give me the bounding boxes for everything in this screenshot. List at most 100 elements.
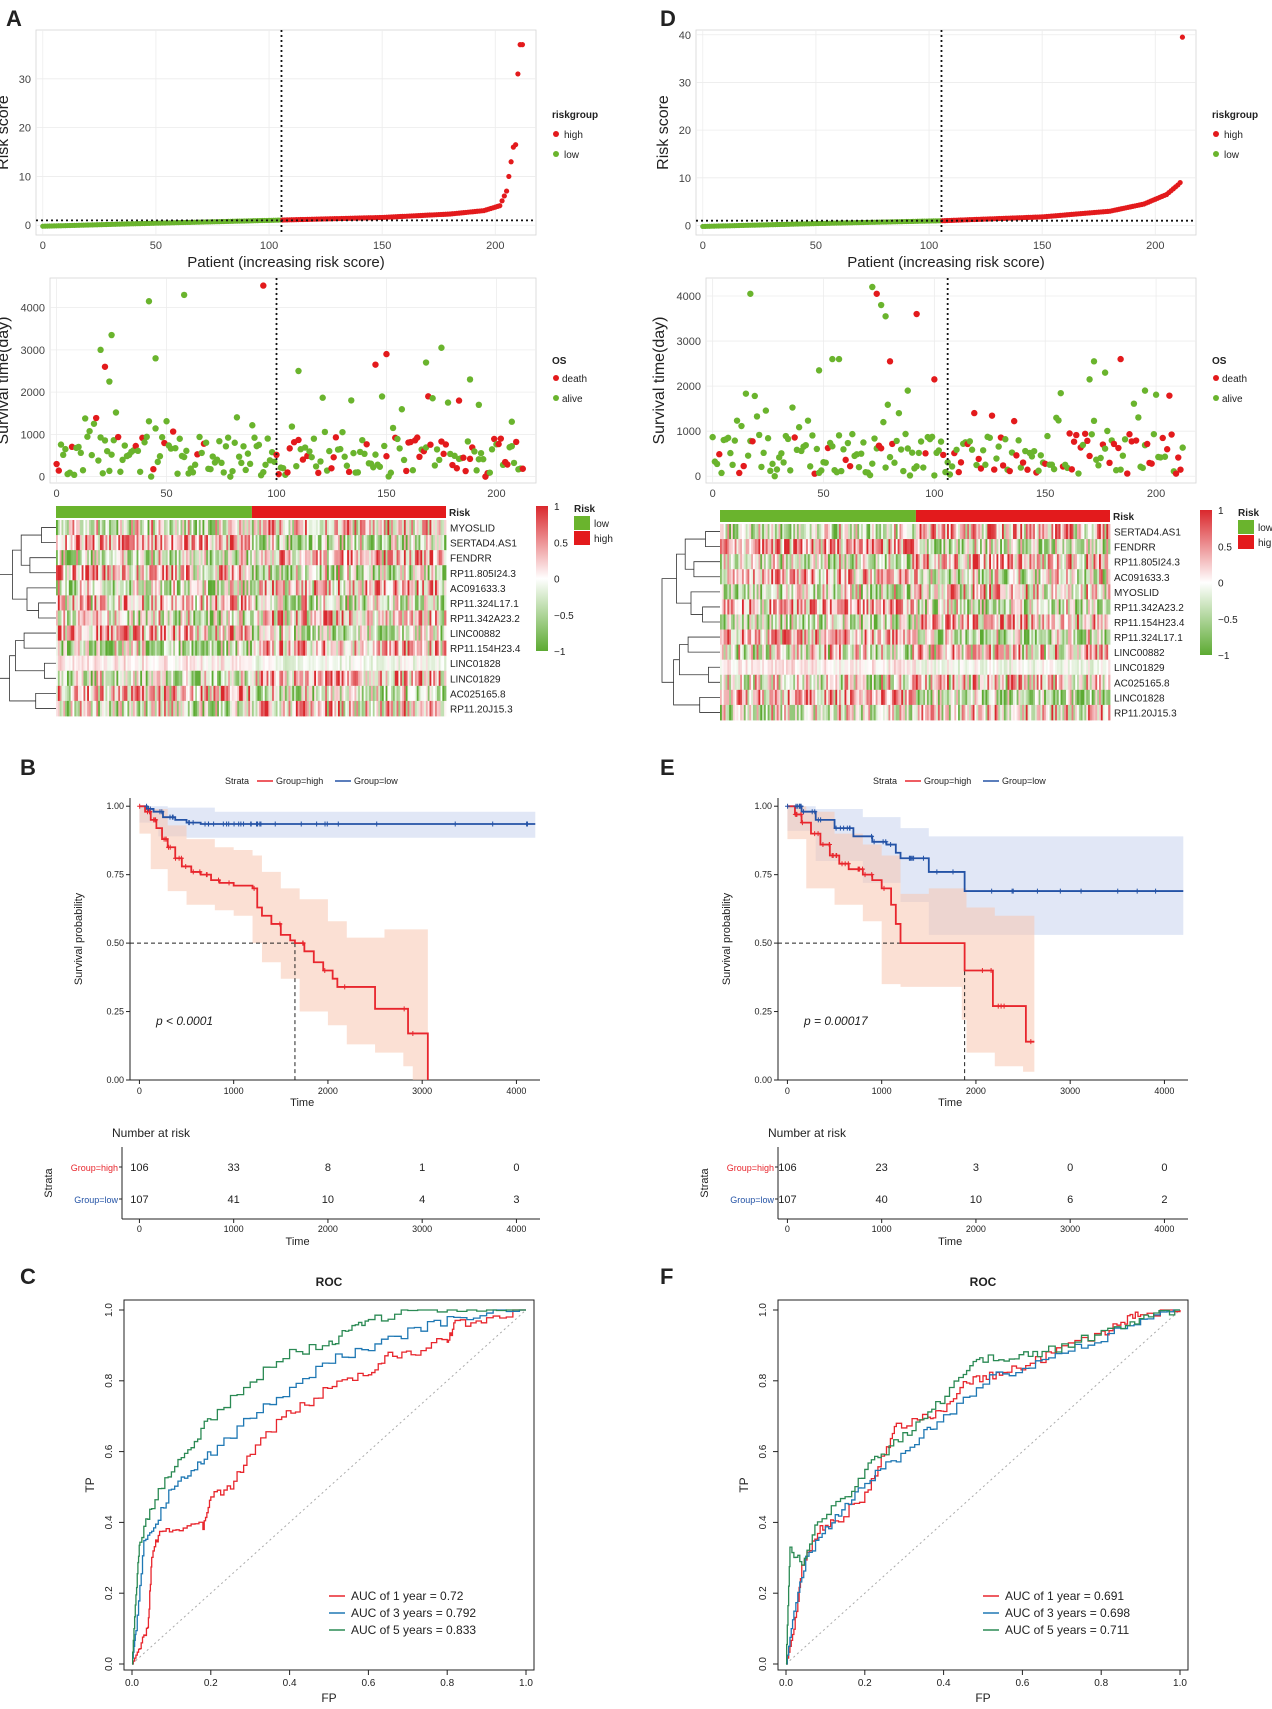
A-heatmap-cell (376, 685, 379, 702)
A-heatmap-cell (369, 625, 372, 642)
A-heatmap-cell (336, 685, 339, 702)
A-heatmap-cell (416, 535, 419, 551)
A-heatmap-cell (83, 565, 86, 581)
A-heatmap-cell (160, 685, 163, 702)
D-heatmap-cell (948, 524, 952, 540)
A-heatmap-cell (217, 595, 220, 611)
A-heatmap-cell (200, 565, 203, 581)
D-heatmap-cell (923, 584, 926, 600)
D-heatmap-cell (1100, 569, 1104, 585)
D-heatmap-cell (873, 599, 877, 615)
panel-letter-c: C (20, 1264, 36, 1289)
A-heatmap-cell (387, 610, 390, 626)
A-heatmap-cell (99, 550, 103, 566)
D-heatmap-cell (743, 569, 747, 585)
A-heatmap-cell (160, 535, 163, 551)
D-heatmap-cell (980, 539, 983, 555)
A-heatmap-cell (68, 655, 72, 672)
D-heatmap-cell (1091, 524, 1094, 540)
D-heatmap-cell (890, 539, 893, 555)
D-heatmap-cell (762, 524, 765, 540)
A-heatmap-cell (175, 580, 178, 596)
A-heatmap-cell (151, 685, 154, 702)
D-heatmap-cell (736, 569, 739, 585)
A-heatmap-cell (354, 535, 357, 551)
D-heatmap-cell (795, 599, 798, 615)
A-heatmap-cell (292, 520, 295, 536)
D-heatmap-cell (1012, 554, 1016, 570)
A-heatmap-cell (422, 565, 425, 581)
A-heatmap-cell (378, 640, 381, 657)
D-heatmap-cell (892, 599, 895, 615)
A-heatmap-cell (99, 520, 103, 536)
D-heatmap-cell (961, 554, 964, 570)
D-heatmap-cell (800, 524, 803, 540)
D-heatmap-cell (970, 539, 974, 555)
A-heatmap-cell (281, 670, 284, 687)
A-heatmap-cell (173, 670, 176, 687)
A-heatmap-cell (272, 625, 275, 642)
A-heatmap-cell (59, 580, 62, 596)
A-heatmap-cell (220, 565, 224, 581)
A-heatmap-cell (125, 685, 128, 702)
D-surv-ylabel: Survival time(day) (651, 316, 668, 444)
A-risk-xlabel: Patient (increasing risk score) (187, 254, 385, 271)
D-heatmap-cell (925, 569, 928, 585)
A-heatmap-cell (281, 640, 284, 657)
A-heatmap-cell (224, 520, 227, 536)
A-heatmap-cell (396, 640, 399, 657)
A-heatmap-cell (257, 565, 260, 581)
D-heatmap-cell (723, 539, 726, 555)
A-heatmap-cell (229, 580, 233, 596)
A-heatmap-cell (328, 640, 332, 657)
A-heatmap-cell (160, 550, 163, 566)
A-alive-point (90, 420, 98, 427)
D-heatmap-cell (738, 554, 741, 570)
A-heatmap-cell (259, 580, 262, 596)
D-heatmap-cell (1022, 539, 1025, 555)
D-heatmap-cell (1034, 569, 1038, 585)
A-heatmap-cell (57, 655, 61, 672)
D-heatmap-cell (839, 554, 842, 570)
A-heatmap-cell (218, 595, 222, 611)
A-heatmap-cell (204, 580, 207, 596)
D-heatmap-cell (1045, 569, 1049, 585)
A-heatmap-cell (187, 520, 191, 536)
A-heatmap-cell (261, 625, 264, 642)
A-color-scale-tick: 1 (554, 502, 560, 513)
D-heatmap-cell (782, 539, 785, 555)
A-heatmap-cell (158, 640, 161, 657)
D-heatmap-cell (752, 554, 756, 570)
A-heatmap-cell (316, 565, 319, 581)
A-heatmap-cell (176, 610, 180, 626)
A-heatmap-cell (132, 685, 136, 702)
A-gene-label: AC091633.3 (450, 584, 506, 595)
D-alive-point (908, 449, 916, 456)
A-heatmap-cell (297, 685, 300, 702)
A-heatmap-cell (442, 565, 445, 581)
D-heatmap-cell (892, 539, 895, 555)
A-death-point (495, 440, 502, 448)
A-heatmap-cell (244, 625, 247, 642)
A-heatmap-cell (186, 700, 189, 717)
A-heatmap-cell (215, 595, 218, 611)
A-heatmap-cell (424, 535, 427, 551)
D-heatmap-cell (978, 554, 981, 570)
D-risk-y-tick-label: 20 (679, 125, 691, 137)
D-alive-point (1135, 414, 1142, 421)
A-heatmap-cell (184, 655, 187, 672)
A-heatmap-cell (339, 550, 343, 566)
D-heatmap-cell (762, 539, 765, 555)
A-heatmap-cell (229, 610, 233, 626)
A-heatmap-cell (204, 685, 207, 702)
D-heatmap-cell (1104, 554, 1107, 570)
A-heatmap-cell (70, 655, 73, 672)
A-heatmap-cell (59, 610, 62, 626)
D-alive-point (1037, 452, 1044, 459)
A-heatmap-cell (209, 580, 213, 596)
A-heatmap-cell (228, 580, 231, 596)
A-heatmap-cell (195, 700, 198, 717)
A-heatmap-cell (209, 670, 213, 687)
D-death-point (1172, 470, 1180, 477)
A-heatmap-cell (400, 565, 403, 581)
